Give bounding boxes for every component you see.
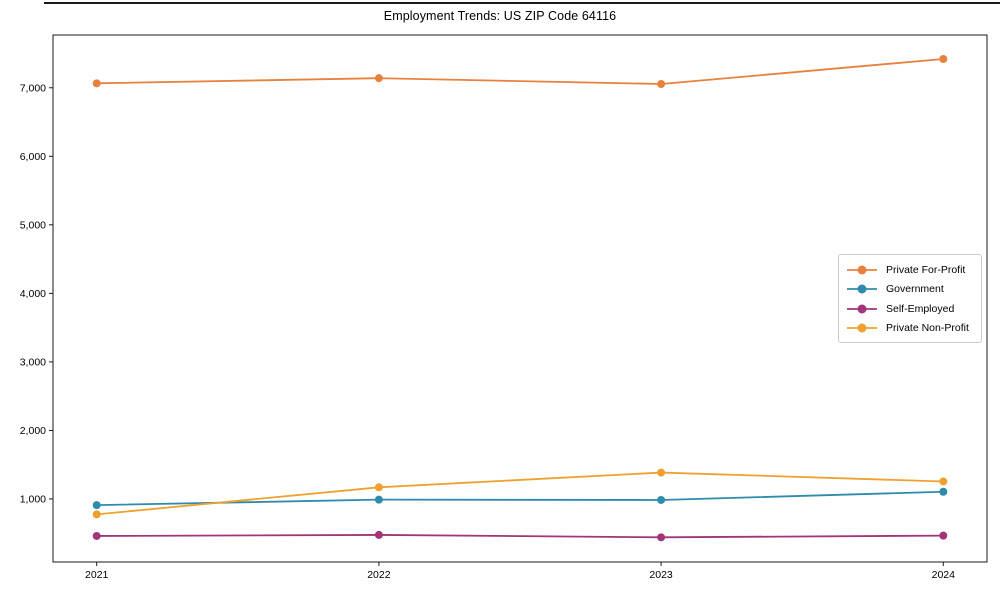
legend: Private For-Profit Government Self-Employe… [838, 254, 982, 343]
series-line-private-non-profit [96, 471, 944, 516]
x-tick-label: 2023 [649, 569, 673, 581]
y-tick-label: 3,000 [20, 356, 46, 368]
series-marker-government [92, 501, 101, 510]
legend-marker-icon [847, 265, 877, 274]
series-marker-self-employed [939, 531, 948, 540]
chart-title: Employment Trends: US ZIP Code 64116 [383, 9, 617, 23]
series-marker-private-for-profit [92, 79, 101, 88]
x-tick-label: 2022 [367, 569, 391, 581]
y-tick-label: 4,000 [20, 288, 46, 300]
series-marker-private-non-profit [374, 483, 383, 492]
legend-item-self-employed: Self-Employed [846, 299, 977, 318]
legend-label: Private Non-Profit [886, 322, 969, 335]
series-marker-government [657, 495, 666, 504]
y-tick-label: 5,000 [20, 219, 46, 231]
series-marker-government [939, 487, 948, 496]
window-top-border [44, 2, 1000, 4]
y-tick-label: 6,000 [20, 151, 46, 163]
series-line-self-employed [96, 534, 944, 539]
series-marker-private-for-profit [657, 79, 666, 88]
legend-label: Government [886, 283, 944, 296]
legend-marker-icon [847, 323, 877, 333]
legend-marker-icon [847, 304, 877, 314]
series-marker-government [374, 495, 383, 504]
series-marker-private-non-profit [92, 510, 101, 519]
series-marker-private-non-profit [657, 468, 666, 477]
series-line-private-for-profit [96, 58, 944, 85]
series-marker-private-for-profit [374, 74, 383, 83]
y-tick-label: 2,000 [20, 425, 46, 437]
series-marker-self-employed [374, 530, 383, 539]
series-marker-private-non-profit [939, 477, 948, 486]
legend-item-government: Government [846, 280, 977, 299]
legend-marker-icon [847, 284, 877, 294]
y-tick-label: 7,000 [20, 82, 46, 94]
y-tick-label: 1,000 [20, 494, 46, 506]
plot-area-border [52, 34, 988, 563]
series-marker-self-employed [657, 533, 666, 542]
legend-item-private-for-profit: Private For-Profit [846, 260, 977, 279]
legend-item-private-non-profit: Private Non-Profit [846, 319, 977, 338]
series-marker-private-for-profit [939, 54, 948, 63]
series-line-government [96, 490, 944, 507]
x-tick-label: 2024 [932, 569, 956, 581]
series-marker-self-employed [92, 531, 101, 540]
legend-label: Self-Employed [886, 302, 955, 315]
x-tick-label: 2021 [85, 569, 109, 581]
legend-label: Private For-Profit [886, 263, 966, 276]
